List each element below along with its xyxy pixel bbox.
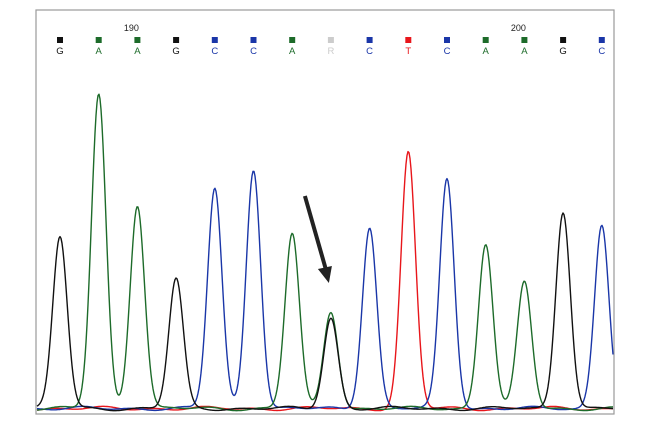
base-marker: [521, 37, 528, 43]
base-marker: [57, 37, 63, 43]
base-label: G: [56, 46, 63, 57]
base-label: G: [559, 46, 566, 57]
base-marker: [327, 37, 334, 43]
base-marker: [250, 37, 257, 43]
base-marker: [134, 37, 141, 43]
annotation-arrow-head: [317, 266, 332, 283]
base-marker: [173, 37, 180, 43]
arrow-layer: [302, 195, 332, 283]
base-marker: [444, 37, 450, 43]
base-marker: [598, 37, 605, 43]
base-label: A: [134, 46, 141, 57]
base-label: C: [444, 46, 451, 57]
base-marker: [366, 37, 373, 43]
base-label: C: [211, 46, 218, 57]
base-label: C: [366, 46, 373, 57]
base-label: C: [250, 46, 257, 57]
base-label: C: [598, 46, 605, 57]
base-label: A: [483, 46, 490, 57]
base-label: A: [521, 46, 528, 57]
annotation-arrow-shaft: [302, 195, 329, 274]
base-label: R: [327, 46, 334, 57]
base-marker: [560, 37, 567, 43]
trace-A: [36, 93, 614, 412]
traces-layer: [36, 93, 614, 412]
base-marker: [289, 37, 296, 43]
position-label: 190: [124, 23, 139, 33]
labels-layer: G A A G C C A R C T C A A G C 190 200: [56, 23, 605, 57]
base-marker: [211, 37, 218, 43]
base-marker: [95, 37, 102, 43]
base-label: A: [96, 46, 103, 57]
trace-T: [36, 150, 613, 412]
base-label: A: [289, 46, 296, 57]
trace-G: [36, 212, 613, 412]
chart-frame: [35, 9, 615, 415]
base-label: T: [405, 46, 411, 57]
base-marker: [482, 37, 489, 43]
base-marker: [405, 37, 412, 43]
base-label: G: [172, 46, 179, 57]
position-label: 200: [511, 23, 526, 33]
